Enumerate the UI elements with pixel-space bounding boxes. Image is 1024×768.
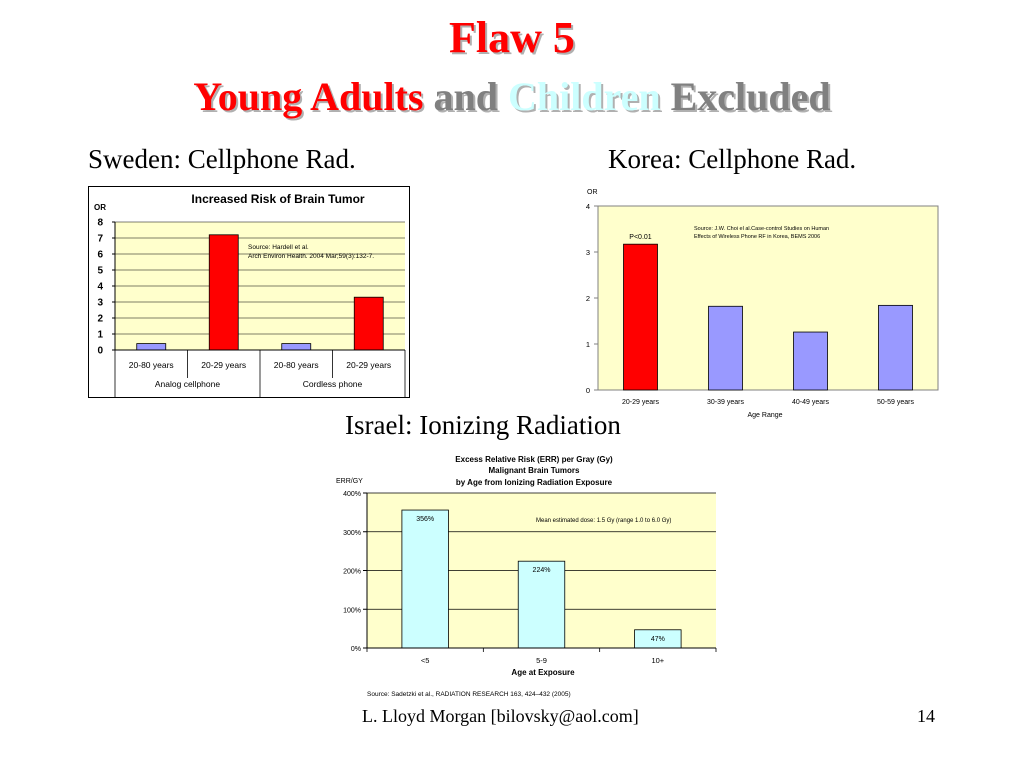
sweden-y-tick-label: 1 — [97, 330, 103, 341]
sweden-chart-title: Increased Risk of Brain Tumor — [191, 192, 364, 206]
israel-y-tick-label: 0% — [351, 646, 361, 653]
korea-x-tick-label: 30-39 years — [707, 399, 744, 406]
israel-chart: Excess Relative Risk (ERR) per Gray (Gy)… — [336, 455, 717, 698]
israel-x-tick-label: 5-9 — [536, 656, 547, 665]
israel-y-tick-label: 200% — [343, 569, 361, 576]
sweden-y-tick-label: 8 — [97, 218, 103, 229]
israel-y-tick-label: 100% — [343, 607, 361, 614]
sweden-y-tick-label: 2 — [97, 314, 103, 325]
title-excluded: Excluded — [670, 74, 831, 119]
korea-y-tick-label: 0 — [586, 386, 590, 395]
korea-source-line1: Source: J.W. Choi el al.Case-control Stu… — [694, 226, 829, 232]
korea-x-tick-label: 50-59 years — [877, 399, 914, 406]
israel-y-tick-label: 300% — [343, 530, 361, 537]
footer-author: L. Lloyd Morgan [bilovsky@aol.com] — [362, 706, 639, 726]
korea-bar — [878, 304, 913, 391]
israel-data-label: 224% — [533, 567, 551, 574]
sweden-x-tick-label: 20-29 years — [201, 360, 246, 370]
israel-bar — [517, 560, 566, 649]
sweden-x-tick-label: 20-80 years — [274, 360, 319, 370]
sweden-group-label: Analog cellphone — [155, 379, 220, 389]
sweden-bar — [136, 343, 167, 351]
korea-y-tick-label: 3 — [586, 248, 590, 257]
israel-title-line2: Malignant Brain Tumors — [489, 466, 581, 475]
sweden-y-tick-label: 3 — [97, 298, 103, 309]
title-young-adults: Young Adults — [193, 74, 424, 119]
korea-x-tick-label: 20-29 years — [622, 399, 659, 406]
israel-x-tick-label: <5 — [421, 656, 430, 665]
israel-heading: Israel: Ionizing Radiation — [345, 410, 621, 440]
sweden-heading: Sweden: Cellphone Rad. — [88, 144, 356, 174]
korea-bar-label: P<0.01 — [629, 234, 651, 241]
sweden-source-line2: Arch Environ Health. 2004 Mar;59(3):132-… — [248, 253, 374, 260]
korea-y-tick-label: 1 — [586, 340, 590, 349]
korea-heading: Korea: Cellphone Rad. — [608, 144, 857, 174]
korea-bar — [793, 331, 828, 391]
israel-source: Source: Sadetzki et al., RADIATION RESEA… — [367, 691, 571, 698]
israel-data-label: 356% — [416, 516, 434, 523]
sweden-bar — [281, 343, 312, 351]
israel-title-line1: Excess Relative Risk (ERR) per Gray (Gy) — [455, 455, 613, 464]
sweden-x-tick-label: 20-80 years — [129, 360, 174, 370]
korea-y-tick-label: 4 — [586, 202, 590, 211]
korea-chart: OR P<0.01 0 1 2 3 4 20-29 years 30-39 years 40… — [586, 189, 939, 419]
israel-x-axis-title: Age at Exposure — [511, 668, 575, 677]
korea-bar — [708, 305, 743, 391]
korea-source-line2: Effects of Wireless Phone RF in Korea, B… — [694, 234, 820, 240]
sweden-y-tick-label: 4 — [97, 282, 103, 293]
sweden-source-line1: Source: Hardell et al. — [248, 244, 309, 251]
israel-data-label: 47% — [651, 636, 665, 643]
korea-x-tick-label: 40-49 years — [792, 399, 829, 406]
korea-y-tick-label: 2 — [586, 294, 590, 303]
sweden-y-axis-label: OR — [94, 203, 106, 212]
title-children: Children — [507, 74, 661, 119]
sweden-y-tick-label: 0 — [97, 346, 103, 357]
korea-y-axis-label: OR — [587, 189, 598, 196]
sweden-y-tick-label: 6 — [97, 250, 103, 261]
sweden-bar — [353, 296, 384, 351]
sweden-y-tick-label: 5 — [97, 266, 103, 277]
israel-annotation: Mean estimated dose: 1.5 Gy (range 1.0 t… — [536, 518, 671, 524]
korea-x-axis-title: Age Range — [747, 412, 782, 419]
sweden-group-label: Cordless phone — [303, 379, 363, 389]
israel-bar — [401, 509, 449, 649]
page-number: 14 — [917, 706, 935, 726]
title-and: and — [433, 74, 498, 119]
korea-bar — [623, 243, 658, 391]
sweden-y-tick-label: 7 — [97, 234, 103, 245]
israel-x-tick-label: 10+ — [651, 656, 664, 665]
israel-title-line3: by Age from Ionizing Radiation Exposure — [456, 478, 613, 487]
sweden-x-tick-label: 20-29 years — [346, 360, 391, 370]
israel-y-tick-label: 400% — [343, 491, 361, 498]
israel-y-axis-label: ERR/GY — [336, 478, 363, 485]
slide-title: Flaw 5 — [449, 13, 575, 62]
sweden-bar — [208, 234, 239, 351]
slide-subtitle: Young Adults and Children Excluded — [0, 72, 1024, 122]
sweden-chart: Increased Risk of Brain Tumor OR 0 1 2 3 4 5 6… — [88, 186, 410, 398]
